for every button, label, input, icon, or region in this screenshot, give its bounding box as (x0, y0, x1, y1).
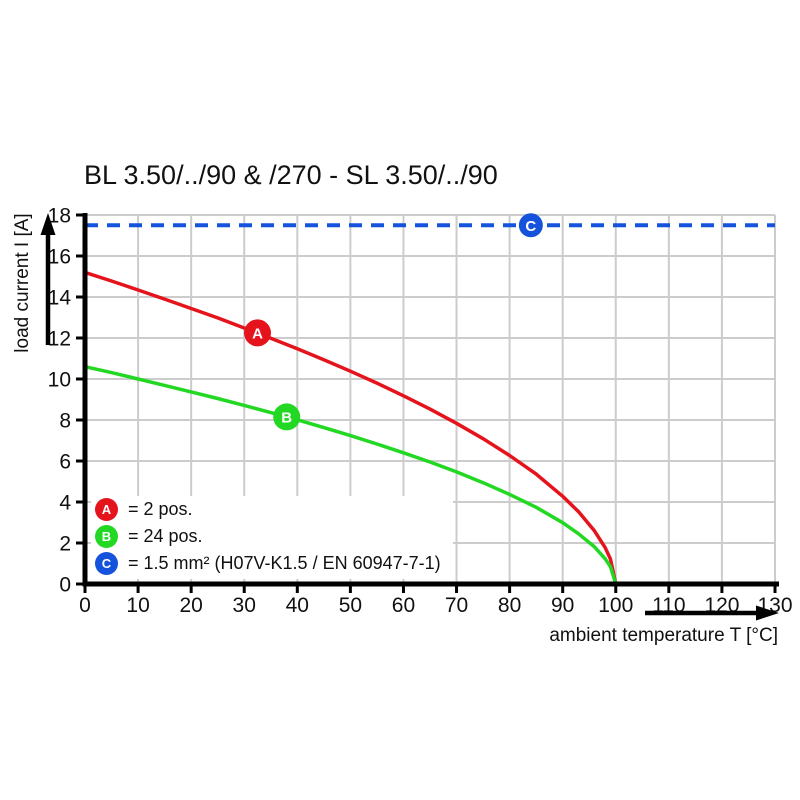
legend-dot-a-icon: A (95, 498, 118, 521)
x-tick-label-70: 70 (445, 594, 468, 617)
legend-label-b: = 24 pos. (128, 526, 203, 546)
x-tick-label-40: 40 (286, 594, 309, 617)
legend-item-c: C = 1.5 mm² (H07V-K1.5 / EN 60947-7-1) (95, 552, 441, 575)
legend-label-c: = 1.5 mm² (H07V-K1.5 / EN 60947-7-1) (128, 553, 441, 573)
y-tick-label-10: 10 (48, 369, 71, 392)
marker-b-letter: B (281, 409, 292, 426)
y-tick-label-12: 12 (48, 328, 71, 351)
marker-a-badge (244, 319, 271, 347)
curve-a (84, 270, 618, 585)
y-tick-label-16: 16 (48, 246, 71, 269)
marker-c-badge (518, 213, 543, 238)
marker-c-letter: C (525, 218, 536, 235)
x-tick-label-10: 10 (126, 594, 149, 617)
y-tick-label-6: 6 (59, 451, 71, 474)
curve-b (84, 364, 618, 585)
y-axis-arrow (40, 213, 56, 345)
x-tick-label-50: 50 (339, 594, 362, 617)
legend-dot-c-icon: C (95, 552, 118, 575)
marker-a-letter: A (252, 325, 263, 342)
y-axis-title: load current I [A] (12, 213, 33, 352)
legend-label-a: = 2 pos. (128, 499, 193, 519)
y-tick-label-8: 8 (59, 410, 71, 433)
y-tick-label-4: 4 (59, 492, 71, 515)
x-tick-label-60: 60 (392, 594, 415, 617)
x-tick-label-80: 80 (498, 594, 521, 617)
legend-dot-b-icon: B (95, 525, 118, 548)
y-tick-label-2: 2 (59, 533, 71, 556)
y-tick-label-14: 14 (48, 287, 72, 310)
y-tick-label-0: 0 (59, 574, 71, 597)
chart-title: BL 3.50/../90 & /270 - SL 3.50/../90 (84, 160, 498, 190)
marker-b-badge (273, 403, 301, 431)
x-axis-arrow (645, 605, 779, 621)
x-tick-label-100: 100 (598, 594, 633, 617)
x-tick-label-0: 0 (79, 594, 91, 617)
x-tick-label-20: 20 (179, 594, 202, 617)
legend-item-b: B = 24 pos. (95, 525, 441, 548)
x-tick-label-90: 90 (551, 594, 574, 617)
x-tick-label-30: 30 (233, 594, 256, 617)
x-axis-title: ambient temperature T [°C] (549, 625, 778, 646)
legend: A = 2 pos. B = 24 pos. C = 1.5 mm² (H07V… (91, 496, 453, 579)
y-tick-label-18: 18 (48, 205, 71, 228)
legend-item-a: A = 2 pos. (95, 498, 441, 521)
